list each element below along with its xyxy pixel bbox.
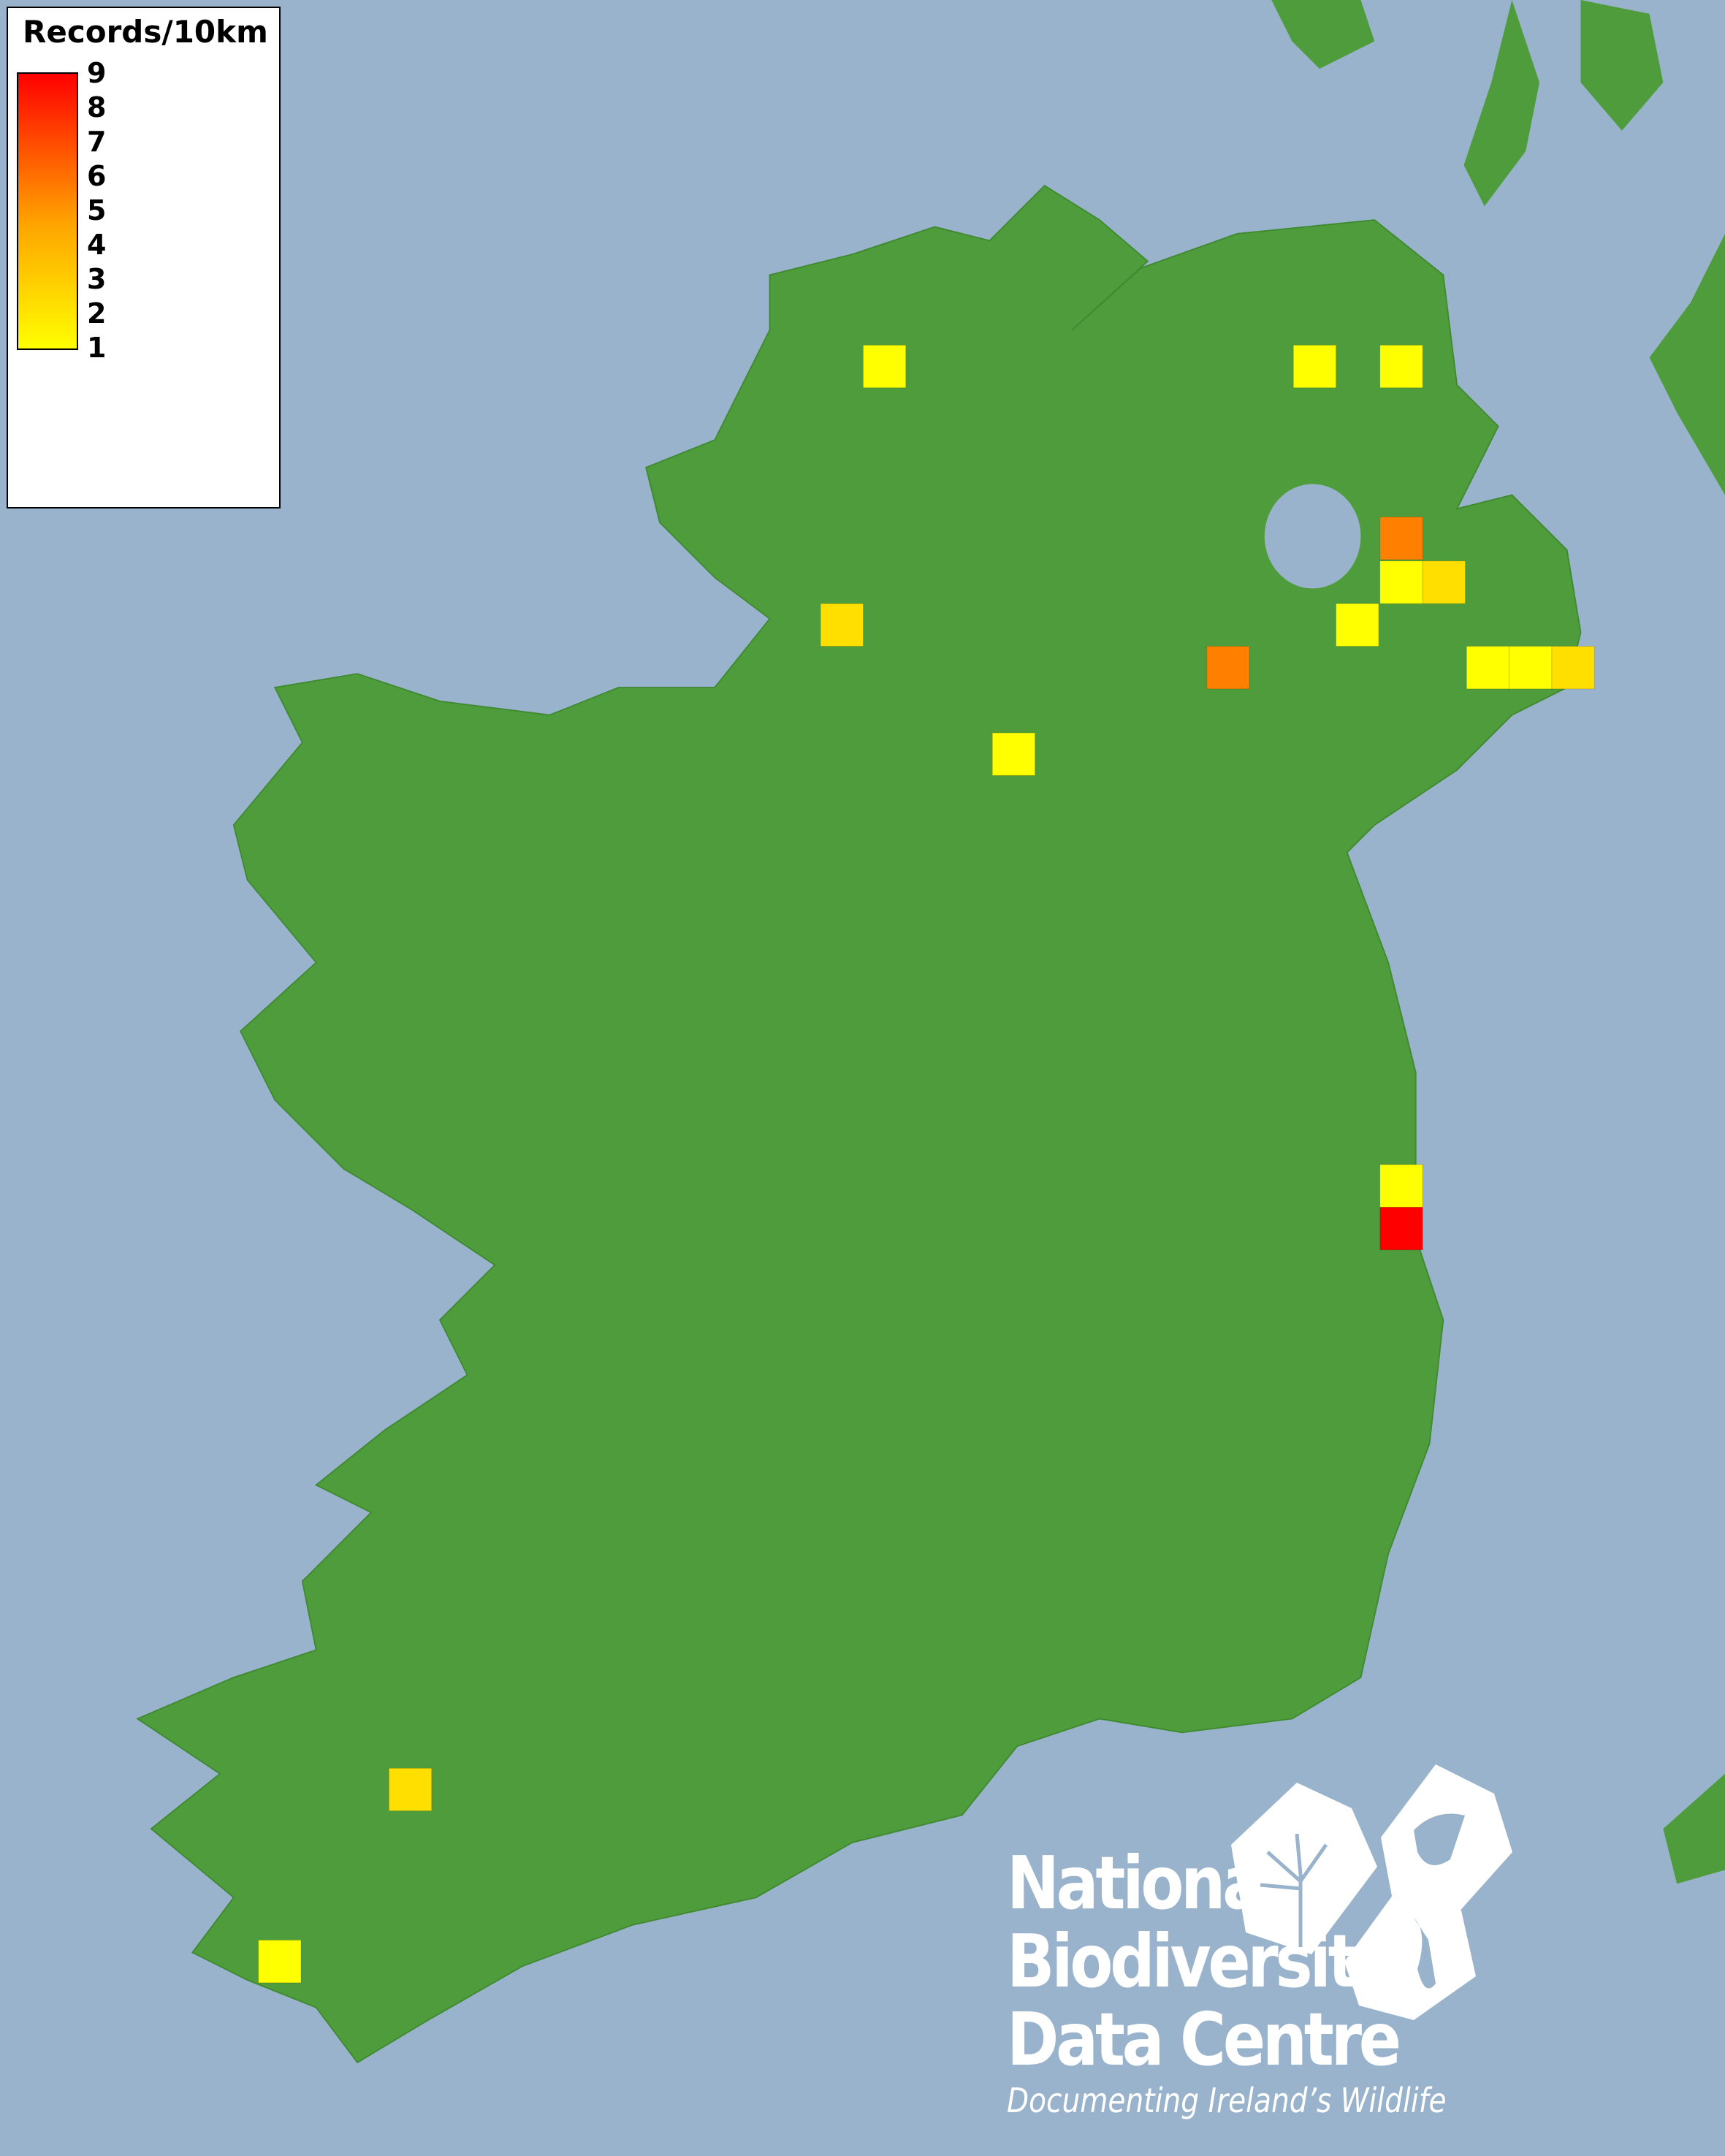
record-square [1551,646,1595,690]
tree-icon [1231,1783,1377,1954]
record-square [258,1940,302,1984]
lough-neagh [1264,484,1361,589]
record-square [1336,603,1379,647]
record-square [1379,1206,1423,1251]
record-square [388,1767,433,1812]
legend-label-1: 1 [87,332,107,364]
legend-label-9: 9 [87,57,107,89]
logo-line-3: Data Centre [1007,1997,1401,2082]
record-square [1379,1164,1423,1208]
legend-label-8: 8 [87,91,107,123]
record-square [1422,560,1466,604]
record-square [820,603,864,647]
legend-label-5: 5 [87,194,107,226]
record-square [991,732,1036,776]
record-square [1379,560,1423,604]
record-square [1379,517,1423,560]
legend-label-7: 7 [87,126,107,158]
legend-label-6: 6 [87,160,107,192]
record-square [1379,344,1423,389]
record-square [1509,646,1553,690]
legend-title: Records/10km [23,14,268,50]
legend-color-bar [17,72,78,350]
logo-line-2: Biodiversity [1007,1919,1395,2004]
record-square [862,344,907,389]
legend-label-3: 3 [87,263,107,295]
logo-tagline: Documenting Ireland’s Wildlife [1007,2081,1447,2120]
record-square [1206,646,1250,690]
record-square [1466,646,1510,690]
record-squares [258,344,1595,1984]
logo-hexagons [1231,1764,1512,2020]
legend-label-2: 2 [87,297,107,330]
seahorse-icon [1344,1881,1476,2020]
scotland-land [1271,0,1725,1884]
legend-label-4: 4 [87,229,107,261]
record-square [1292,344,1337,389]
